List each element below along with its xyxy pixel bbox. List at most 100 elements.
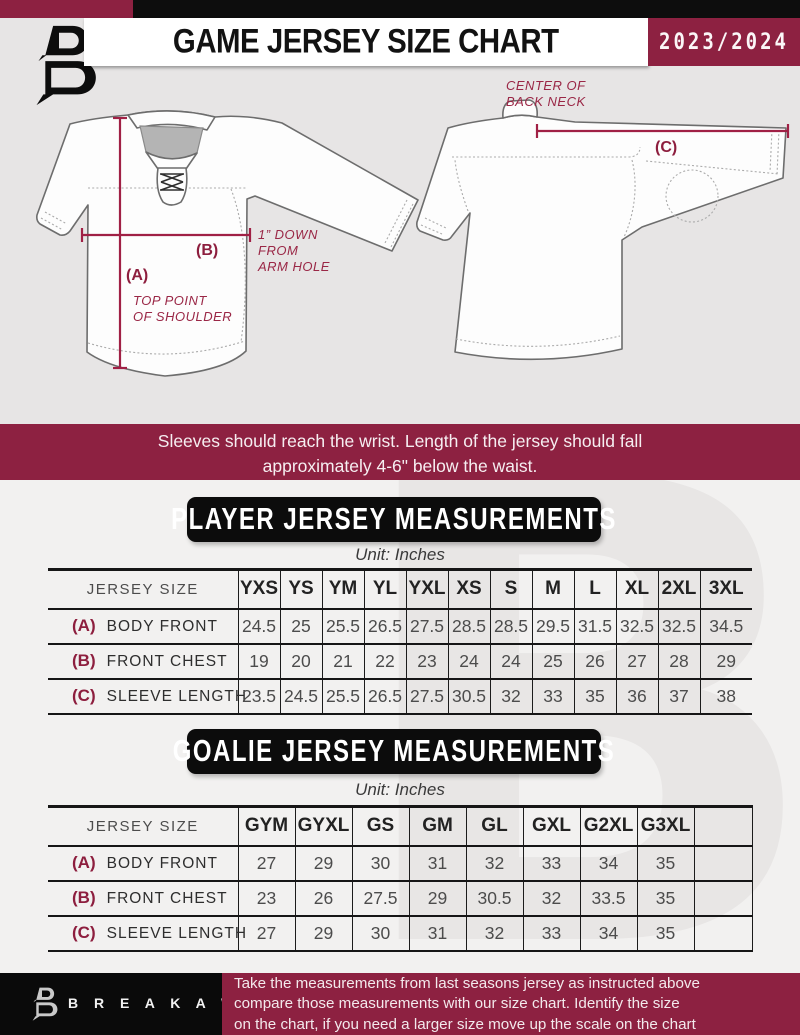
value-cell: 35 <box>636 914 694 951</box>
player-section-title: PLAYER JERSEY MEASUREMENTS <box>171 501 617 537</box>
value-cell: 31.5 <box>573 607 616 644</box>
row-tag: (B) <box>72 651 96 670</box>
value-cell: 27 <box>237 844 295 881</box>
value-cell: 31 <box>408 844 466 881</box>
value-cell: 30 <box>351 844 409 881</box>
size-header-cell: YM <box>321 569 364 609</box>
player-unit-label: Unit: Inches <box>355 545 445 564</box>
size-header-cell-empty <box>693 806 753 846</box>
size-header-cell: YXS <box>237 569 280 609</box>
row-tag: (A) <box>72 853 96 872</box>
value-cell: 25 <box>279 607 322 644</box>
value-cell: 29 <box>294 914 352 951</box>
footer-brand-block: B R E A K A W A Y <box>0 973 284 1035</box>
page-title: GAME JERSEY SIZE CHART <box>173 22 559 61</box>
value-cell: 33 <box>531 677 574 714</box>
row-label: BODY FRONT <box>106 855 218 872</box>
value-cell: 35 <box>636 879 694 916</box>
goalie-measurements-table: JERSEY SIZE GYM GYXL GS GM GL GXL G2XL G… <box>48 805 753 952</box>
size-header-cell: YXL <box>405 569 448 609</box>
value-cell: 23 <box>237 879 295 916</box>
size-header-cell: XL <box>615 569 658 609</box>
value-cell: 33 <box>522 844 580 881</box>
goalie-section-banner: GOALIE JERSEY MEASUREMENTS <box>173 729 614 774</box>
front-jersey-drawing: (B) 1” DOWN FROM ARM HOLE (A) TOP POINT … <box>36 110 419 377</box>
value-cell: 21 <box>321 642 364 679</box>
player-header-row: JERSEY SIZE YXS YS YM YL YXL XS S M L XL… <box>48 569 752 609</box>
value-cell: 36 <box>615 677 658 714</box>
value-cell: 30 <box>351 914 409 951</box>
value-cell: 37 <box>657 677 700 714</box>
value-cell: 26.5 <box>363 607 406 644</box>
row-tag: (C) <box>72 686 96 705</box>
value-cell: 32 <box>465 844 523 881</box>
size-header-cell: M <box>531 569 574 609</box>
value-cell: 33.5 <box>579 879 637 916</box>
value-cell: 27 <box>615 642 658 679</box>
value-cell: 32 <box>465 914 523 951</box>
value-cell: 34 <box>579 914 637 951</box>
player-corner-cell: JERSEY SIZE <box>86 580 199 598</box>
value-cell: 23 <box>405 642 448 679</box>
player-front-chest-row: (B) FRONT CHEST 19 20 21 22 23 24 24 25 2… <box>48 642 752 679</box>
value-cell: 35 <box>573 677 616 714</box>
value-cell: 24 <box>489 642 532 679</box>
jersey-diagrams: (B) 1” DOWN FROM ARM HOLE (A) TOP POINT … <box>36 78 790 377</box>
value-cell-empty <box>693 914 753 951</box>
size-header-cell: YL <box>363 569 406 609</box>
value-cell: 26.5 <box>363 677 406 714</box>
row-label: SLEEVE LENGTH <box>106 925 248 942</box>
row-label: FRONT CHEST <box>106 890 228 907</box>
value-cell: 27 <box>237 914 295 951</box>
value-cell: 25.5 <box>321 677 364 714</box>
size-header-cell: S <box>489 569 532 609</box>
player-section-banner: PLAYER JERSEY MEASUREMENTS <box>171 497 615 542</box>
value-cell: 27.5 <box>405 607 448 644</box>
size-header-cell: G3XL <box>636 806 694 846</box>
label-b-note-1: 1” DOWN <box>258 227 318 242</box>
label-b-note-2: FROM <box>258 243 298 258</box>
size-header-cell: GXL <box>522 806 580 846</box>
value-cell: 32 <box>489 677 532 714</box>
row-label-cell: (C) SLEEVE LENGTH <box>48 677 246 714</box>
value-cell: 35 <box>636 844 694 881</box>
size-header-cell: 3XL <box>699 569 752 609</box>
breakaway-logo-icon <box>36 25 96 106</box>
back-jersey-drawing: (C) CENTER OF BACK NECK <box>416 78 790 361</box>
value-cell: 23.5 <box>237 677 280 714</box>
value-cell: 32.5 <box>657 607 700 644</box>
season-label: 2023/2024 <box>659 29 789 55</box>
label-a-note-1: TOP POINT <box>133 293 207 308</box>
size-header-cell: XS <box>447 569 490 609</box>
value-cell: 32 <box>522 879 580 916</box>
value-cell: 28.5 <box>447 607 490 644</box>
collar-laces <box>160 173 184 191</box>
fit-notice-line-1: Sleeves should reach the wrist. Length o… <box>157 431 643 451</box>
measure-line-a <box>113 116 127 370</box>
value-cell: 25.5 <box>321 607 364 644</box>
row-tag: (C) <box>72 923 96 942</box>
value-cell: 38 <box>699 677 752 714</box>
row-label: SLEEVE LENGTH <box>106 688 248 705</box>
goalie-body-front-row: (A) BODY FRONT 27 29 30 31 32 33 34 35 <box>48 844 753 881</box>
value-cell: 24.5 <box>279 677 322 714</box>
value-cell: 30.5 <box>465 879 523 916</box>
value-cell: 25 <box>531 642 574 679</box>
fit-notice-banner: Sleeves should reach the wrist. Length o… <box>0 424 800 480</box>
row-tag: (B) <box>72 888 96 907</box>
value-cell: 33 <box>522 914 580 951</box>
size-header-cell: 2XL <box>657 569 700 609</box>
row-label-cell: (C) SLEEVE LENGTH <box>48 914 246 951</box>
season-badge: 2023/2024 <box>648 18 800 66</box>
value-cell: 28.5 <box>489 607 532 644</box>
value-cell: 26 <box>573 642 616 679</box>
row-label-cell: (B) FRONT CHEST <box>48 879 238 916</box>
breakaway-logo-small-icon <box>32 987 58 1021</box>
goalie-header-row: JERSEY SIZE GYM GYXL GS GM GL GXL G2XL G… <box>48 806 753 846</box>
value-cell: 20 <box>279 642 322 679</box>
value-cell: 29.5 <box>531 607 574 644</box>
measure-line-c <box>535 124 790 138</box>
value-cell: 29 <box>699 642 752 679</box>
row-tag: (A) <box>72 616 96 635</box>
